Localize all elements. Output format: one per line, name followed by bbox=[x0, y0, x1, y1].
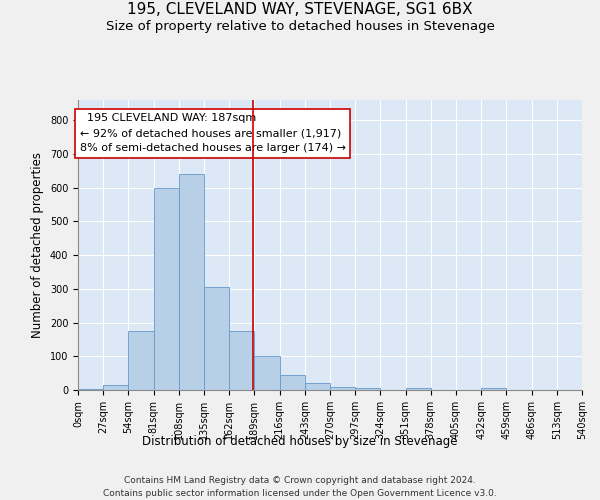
Bar bbox=[154, 188, 179, 390]
Text: 195, CLEVELAND WAY, STEVENAGE, SG1 6BX: 195, CLEVELAND WAY, STEVENAGE, SG1 6BX bbox=[127, 2, 473, 18]
Bar bbox=[355, 388, 380, 390]
Text: Contains HM Land Registry data © Crown copyright and database right 2024.
Contai: Contains HM Land Registry data © Crown c… bbox=[103, 476, 497, 498]
Bar bbox=[229, 331, 254, 390]
Bar bbox=[481, 388, 506, 390]
Bar bbox=[254, 356, 280, 390]
Bar bbox=[78, 388, 103, 390]
Bar bbox=[330, 386, 355, 390]
Y-axis label: Number of detached properties: Number of detached properties bbox=[31, 152, 44, 338]
Bar bbox=[128, 331, 154, 390]
Bar bbox=[103, 386, 128, 390]
Bar bbox=[179, 174, 204, 390]
Bar bbox=[204, 287, 229, 390]
Text: 195 CLEVELAND WAY: 187sqm  
← 92% of detached houses are smaller (1,917)
8% of s: 195 CLEVELAND WAY: 187sqm ← 92% of detac… bbox=[80, 114, 346, 153]
Text: Distribution of detached houses by size in Stevenage: Distribution of detached houses by size … bbox=[142, 435, 458, 448]
Text: Size of property relative to detached houses in Stevenage: Size of property relative to detached ho… bbox=[106, 20, 494, 33]
Bar bbox=[406, 388, 431, 390]
Bar bbox=[305, 384, 330, 390]
Bar bbox=[280, 375, 305, 390]
